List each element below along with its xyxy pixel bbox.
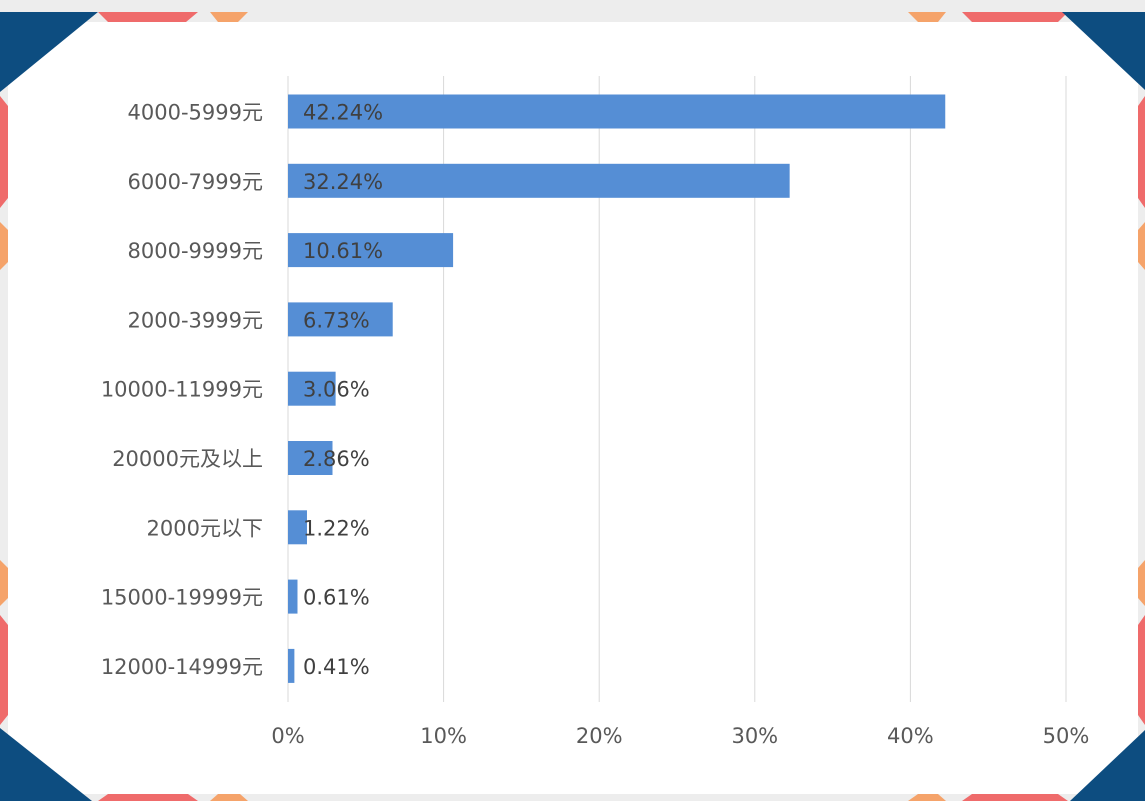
- category-label: 10000-11999元: [101, 378, 263, 402]
- frame-accent-right-upper: [1138, 96, 1145, 208]
- category-label: 12000-14999元: [101, 655, 263, 679]
- frame-accent-right-lower: [1138, 615, 1145, 725]
- data-label: 32.24%: [303, 170, 383, 194]
- category-label: 6000-7999元: [128, 170, 263, 194]
- frame-accent-left-upper: [0, 96, 8, 208]
- bar: [288, 94, 946, 129]
- frame-accent-top-left-orange: [210, 12, 248, 22]
- category-label: 8000-9999元: [128, 239, 263, 263]
- x-tick-label: 50%: [1043, 724, 1090, 748]
- chart-panel: [8, 22, 1138, 794]
- data-label: 10.61%: [303, 239, 383, 263]
- data-label: 2.86%: [303, 447, 370, 471]
- bar: [288, 233, 454, 268]
- bar: [288, 371, 336, 406]
- frame-accent-top-right: [962, 12, 1068, 22]
- bar: [288, 648, 295, 683]
- category-label: 2000元以下: [147, 516, 263, 540]
- data-labels: 42.24% 32.24% 10.61% 6.73% 3.06% 2.86% 1.22% 0.…: [303, 101, 383, 679]
- frame-accent-top-right-orange: [908, 12, 946, 22]
- x-tick-label: 20%: [576, 724, 623, 748]
- frame-corner-top-left: [0, 12, 98, 92]
- frame-accent-right-upper-orange: [1138, 222, 1145, 270]
- frame-accent-bottom-left: [98, 794, 198, 801]
- category-label: 2000-3999元: [128, 308, 263, 332]
- frame-accent-left-upper-orange: [0, 222, 8, 270]
- data-label: 6.73%: [303, 308, 370, 332]
- bars: [288, 94, 946, 683]
- category-label: 15000-19999元: [101, 586, 263, 610]
- data-label: 0.61%: [303, 586, 370, 610]
- bar: [288, 441, 333, 475]
- data-label: 3.06%: [303, 378, 370, 402]
- frame-accent-top-left: [98, 12, 198, 22]
- category-label: 20000元及以上: [112, 447, 263, 471]
- x-axis-ticks: 0% 10% 20% 30% 40% 50%: [271, 724, 1089, 748]
- frame-accent-left-lower-orange: [0, 560, 8, 606]
- category-label: 4000-5999元: [128, 101, 263, 125]
- bar: [288, 163, 790, 198]
- frame-accent-bottom-right: [962, 794, 1068, 801]
- bar: [288, 302, 393, 337]
- data-label: 42.24%: [303, 101, 383, 125]
- data-label: 1.22%: [303, 516, 370, 540]
- data-label: 0.41%: [303, 655, 370, 679]
- frame-corner-bottom-left: [0, 728, 92, 801]
- frame-corner-top-right: [1062, 12, 1145, 90]
- frame-accent-left-lower: [0, 615, 8, 725]
- frame-corner-bottom-right: [1070, 730, 1145, 801]
- x-tick-label: 10%: [420, 724, 467, 748]
- x-tick-label: 0%: [271, 724, 304, 748]
- x-tick-label: 40%: [887, 724, 934, 748]
- frame-accent-bottom-left-orange: [210, 794, 248, 801]
- frame-accent-bottom-right-orange: [908, 794, 946, 801]
- frame-accent-right-lower-orange: [1138, 560, 1145, 606]
- category-labels: 4000-5999元 6000-7999元 8000-9999元 2000-3999元…: [101, 101, 263, 679]
- bar: [288, 579, 298, 614]
- x-tick-label: 30%: [731, 724, 778, 748]
- bar: [288, 510, 307, 545]
